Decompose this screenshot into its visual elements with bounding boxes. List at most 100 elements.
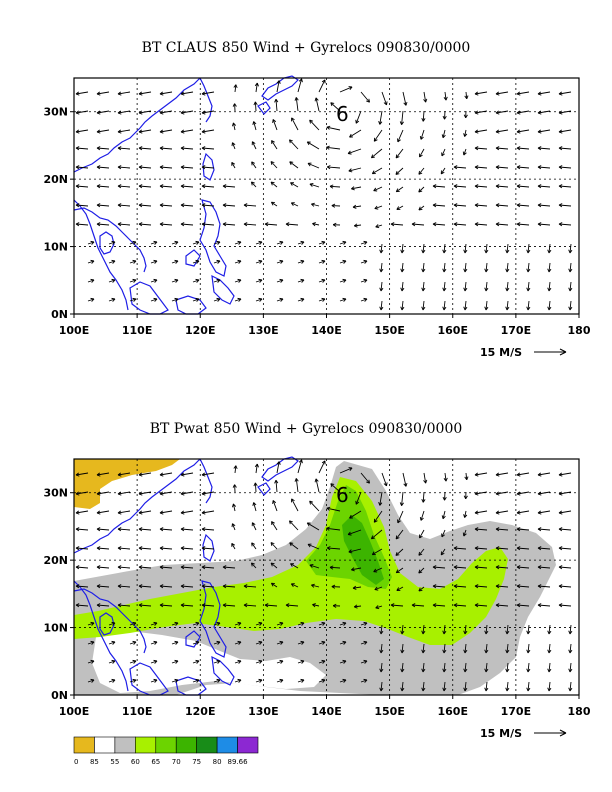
wind-vector-head (237, 640, 242, 645)
wind-vector-head (117, 184, 122, 189)
wind-vector-head (462, 151, 467, 156)
wind-vector (222, 204, 236, 207)
wind-vector-head (195, 240, 200, 245)
lon-tick-label: 110E (122, 324, 152, 337)
coastlines (73, 456, 299, 696)
wind-vector (330, 102, 341, 112)
wind-vector (297, 641, 305, 645)
wind-vector-head (195, 640, 200, 645)
wind-vector (138, 604, 152, 607)
wind-vector (327, 547, 341, 550)
wind-vector (569, 300, 572, 311)
wind-vector-head (201, 527, 206, 532)
wind-vector (171, 298, 179, 302)
wind-vector-head (96, 510, 101, 515)
wind-vector (548, 281, 551, 292)
wind-vector (537, 223, 551, 226)
wind-vector-head (159, 91, 164, 96)
wind-vector (171, 622, 179, 626)
wind-vector-head (159, 472, 164, 477)
wind-vector-head (537, 584, 542, 589)
wind-vector (453, 547, 467, 550)
wind-vector-head (441, 134, 446, 139)
wind-vector (159, 223, 173, 226)
wind-vector-head (363, 659, 368, 664)
wind-vector (347, 529, 362, 535)
wind-vector-head (132, 678, 137, 683)
wind-vector (180, 166, 194, 169)
wind-vector-head (117, 491, 122, 496)
wind-vector (75, 547, 89, 550)
wind-vector-head (537, 603, 542, 608)
wind-vector-head (442, 496, 447, 501)
wind-vector (138, 472, 152, 476)
wind-vector (464, 624, 467, 635)
wind-vector (420, 129, 425, 140)
wind-vector-head (201, 472, 206, 477)
wind-vector-head (370, 535, 375, 540)
colorbar-label: 85 (90, 758, 99, 766)
wind-vector (474, 91, 488, 95)
wind-vector-head (279, 640, 284, 645)
coastline (73, 458, 201, 554)
wind-vector (464, 300, 467, 311)
wind-vector (117, 129, 131, 133)
wind-vector (516, 110, 530, 114)
wind-vector-head (180, 110, 185, 115)
wind-vector-head (153, 621, 158, 626)
wind-vector-head (279, 297, 284, 302)
wind-vector-head (474, 546, 479, 551)
wind-vector (373, 129, 383, 142)
wind-vector-head (495, 546, 500, 551)
wind-vector (180, 129, 194, 133)
wind-vector (465, 91, 468, 99)
wind-vector-head (159, 603, 164, 608)
wind-vector (318, 622, 326, 626)
wind-vector (297, 260, 305, 264)
wind-vector (318, 460, 326, 474)
lon-tick-label: 150E (374, 705, 404, 718)
wind-vector (311, 203, 320, 207)
wind-vector (396, 205, 404, 210)
wind-vector-head (419, 153, 423, 158)
wind-vector-head (289, 161, 294, 166)
wind-vector-head (342, 240, 347, 245)
wind-vector-head (270, 542, 275, 547)
colorbar-swatch (155, 736, 177, 754)
wind-vector (255, 463, 258, 474)
wind-vector-head (474, 184, 479, 189)
wind-vector-head (474, 584, 479, 589)
wind-vector-head (96, 129, 101, 134)
wind-vector (485, 643, 488, 654)
wind-vector (129, 260, 137, 264)
wind-vector-head (180, 146, 185, 151)
wind-vector (276, 622, 284, 626)
wind-vector (180, 110, 194, 114)
wind-vector (108, 660, 116, 664)
wind-vector-head (505, 287, 510, 292)
wind-vector-head (174, 278, 179, 283)
wind-vector-head (558, 527, 563, 532)
wind-vector (234, 679, 242, 683)
wind-vector (527, 643, 530, 654)
wind-vector-head (138, 203, 143, 208)
wind-vector-head (495, 129, 500, 134)
wind-vector-head (253, 482, 258, 487)
wind-vector (506, 624, 509, 635)
wind-vector-head (201, 222, 206, 227)
wind-vector (516, 129, 530, 133)
wind-vector (422, 110, 425, 122)
wind-vector-head (516, 203, 521, 208)
wind-vector (401, 662, 404, 673)
wind-vector (516, 147, 530, 150)
wind-vector (138, 91, 152, 95)
wind-vector (495, 547, 509, 550)
wind-vector (495, 585, 509, 588)
wind-vector (495, 472, 509, 476)
wind-vector (318, 298, 326, 302)
wind-vector (495, 604, 509, 607)
wind-vector-head (474, 510, 479, 515)
wind-vector-head (419, 516, 424, 521)
wind-vector-head (329, 565, 334, 570)
wind-vector-head (159, 129, 164, 134)
